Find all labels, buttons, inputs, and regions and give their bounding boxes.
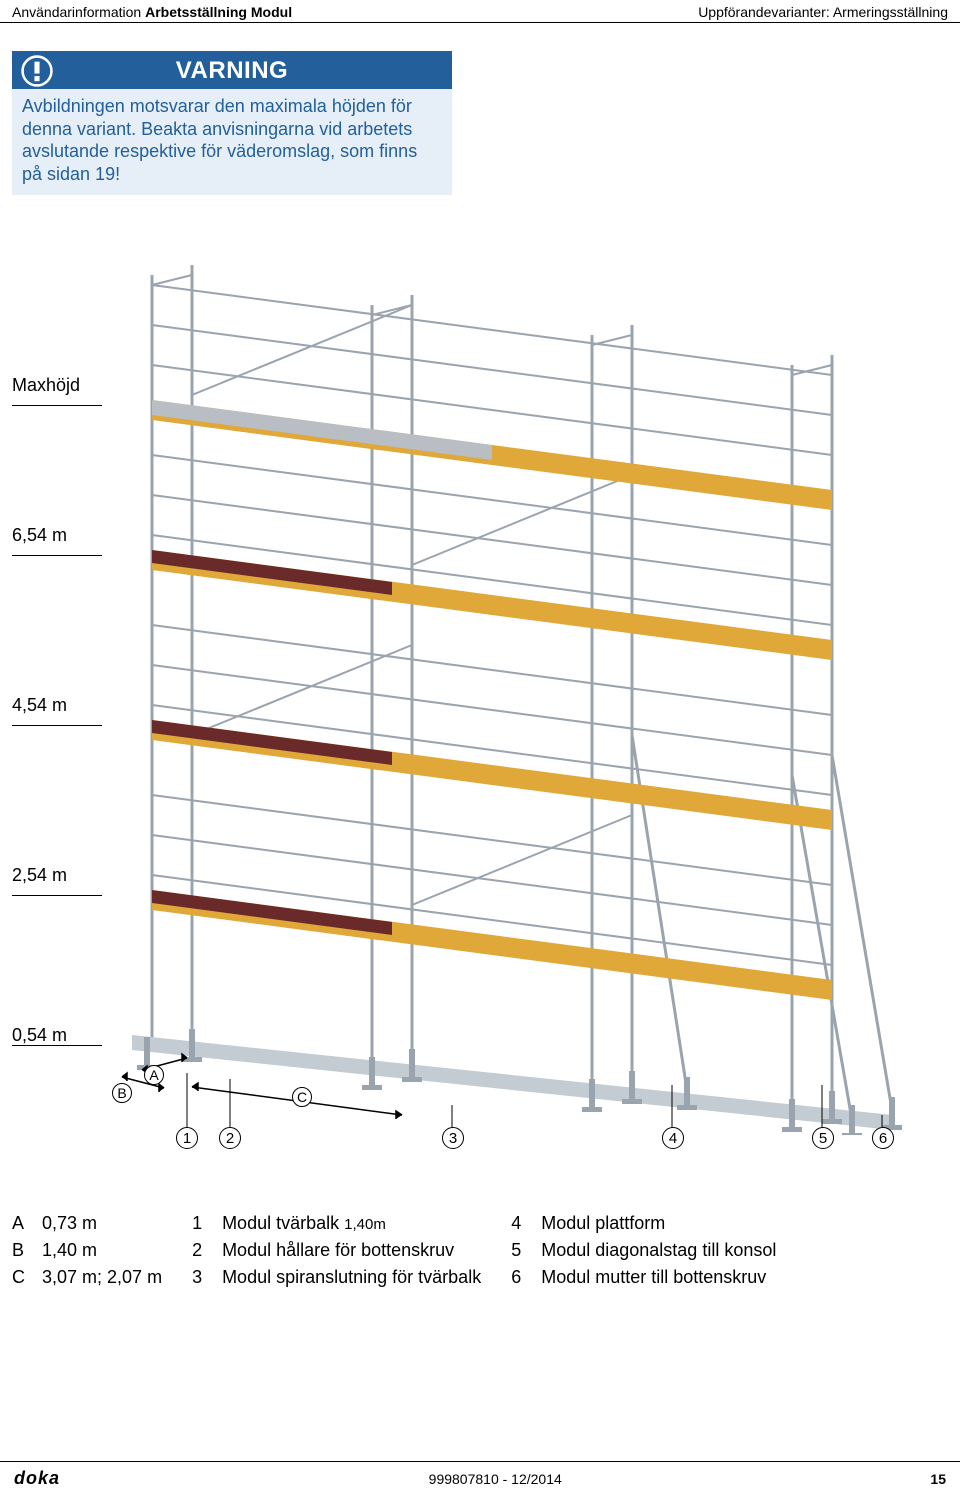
legend-dim-a: A 0,73 m [12, 1210, 162, 1237]
warning-body: Avbildningen motsvarar den maximala höjd… [12, 89, 452, 195]
warning-title: VARNING [176, 57, 288, 85]
legend-parts-2: 4 Modul plattform 5 Modul diagonalstag t… [511, 1210, 776, 1291]
callout-6: 6 [872, 1127, 894, 1149]
footer-page: 15 [930, 1471, 946, 1487]
dim-label-a: A [144, 1065, 164, 1085]
height-254: 2,54 m [12, 865, 67, 886]
legend-dim-b: B 1,40 m [12, 1237, 162, 1264]
callout-3: 3 [442, 1127, 464, 1149]
height-654: 6,54 m [12, 525, 67, 546]
callout-5: 5 [812, 1127, 834, 1149]
legend-part-5: 5 Modul diagonalstag till konsol [511, 1237, 776, 1264]
diagram-area: Maxhöjd 6,54 m 4,54 m 2,54 m 0,54 m [12, 215, 948, 1135]
legend-dim-c: C 3,07 m; 2,07 m [12, 1264, 162, 1291]
legend-dimensions: A 0,73 m B 1,40 m C 3,07 m; 2,07 m [12, 1210, 162, 1291]
legend-part-6: 6 Modul mutter till bottenskruv [511, 1264, 776, 1291]
header-left: Användarinformation Arbetsställning Modu… [12, 4, 292, 20]
callout-4: 4 [662, 1127, 684, 1149]
warning-title-bar: VARNING [12, 53, 452, 89]
tick-054 [12, 1045, 102, 1046]
height-454: 4,54 m [12, 695, 67, 716]
tick-max [12, 405, 102, 406]
dim-label-c: C [292, 1087, 312, 1107]
legend-part-2: 2 Modul hållare för bottenskruv [192, 1237, 481, 1264]
legend: A 0,73 m B 1,40 m C 3,07 m; 2,07 m 1 Mod… [12, 1210, 948, 1291]
legend-parts-1: 1 Modul tvärbalk 1,40m 2 Modul hållare f… [192, 1210, 481, 1291]
dim-label-b: B [112, 1083, 132, 1103]
legend-part-3: 3 Modul spiranslutning för tvärbalk [192, 1264, 481, 1291]
footer-doc: 999807810 - 12/2014 [429, 1471, 562, 1487]
tick-654 [12, 555, 102, 556]
header-left-prefix: Användarinformation [12, 4, 145, 20]
height-054: 0,54 m [12, 1025, 67, 1046]
callout-2: 2 [219, 1127, 241, 1149]
page-footer: doka 999807810 - 12/2014 15 [0, 1461, 960, 1497]
header-right: Uppförandevarianter: Armeringsställning [698, 4, 948, 20]
callout-1: 1 [176, 1127, 198, 1149]
scaffold-diagram [92, 215, 932, 1135]
maxhojd-label: Maxhöjd [12, 375, 80, 396]
legend-part-1: 1 Modul tvärbalk 1,40m [192, 1210, 481, 1237]
warning-box: VARNING Avbildningen motsvarar den maxim… [12, 51, 452, 195]
page-header: Användarinformation Arbetsställning Modu… [0, 0, 960, 23]
tick-454 [12, 725, 102, 726]
warning-icon [20, 54, 54, 88]
legend-part-4: 4 Modul plattform [511, 1210, 776, 1237]
header-left-bold: Arbetsställning Modul [145, 4, 292, 20]
tick-254 [12, 895, 102, 896]
footer-brand: doka [14, 1468, 60, 1489]
